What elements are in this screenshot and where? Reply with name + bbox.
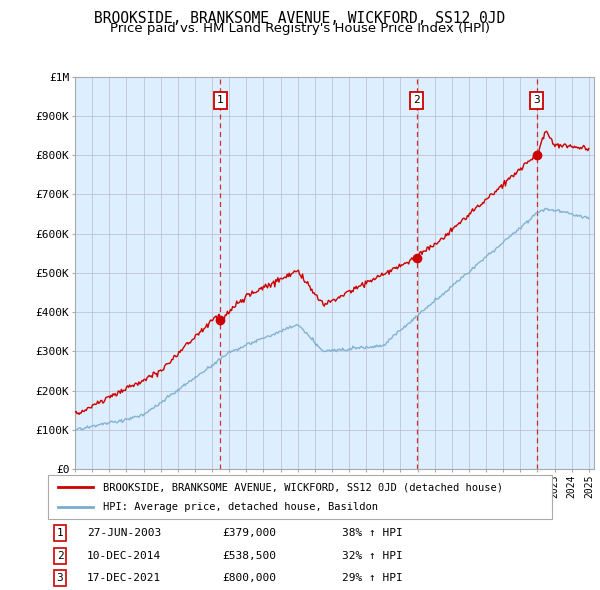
Text: 17-DEC-2021: 17-DEC-2021 [87,573,161,583]
Text: 10-DEC-2014: 10-DEC-2014 [87,551,161,560]
Text: 3: 3 [56,573,64,583]
Text: 38% ↑ HPI: 38% ↑ HPI [342,529,403,538]
Text: £538,500: £538,500 [222,551,276,560]
FancyBboxPatch shape [48,475,552,519]
Text: BROOKSIDE, BRANKSOME AVENUE, WICKFORD, SS12 0JD: BROOKSIDE, BRANKSOME AVENUE, WICKFORD, S… [94,11,506,25]
Text: 1: 1 [217,95,224,105]
Text: 2: 2 [413,95,420,105]
Text: 3: 3 [533,95,540,105]
Text: 1: 1 [56,529,64,538]
Text: 29% ↑ HPI: 29% ↑ HPI [342,573,403,583]
Text: 27-JUN-2003: 27-JUN-2003 [87,529,161,538]
Text: HPI: Average price, detached house, Basildon: HPI: Average price, detached house, Basi… [103,502,379,512]
Text: £379,000: £379,000 [222,529,276,538]
Text: 2: 2 [56,551,64,560]
Text: £800,000: £800,000 [222,573,276,583]
Text: 32% ↑ HPI: 32% ↑ HPI [342,551,403,560]
Text: Price paid vs. HM Land Registry's House Price Index (HPI): Price paid vs. HM Land Registry's House … [110,22,490,35]
Text: BROOKSIDE, BRANKSOME AVENUE, WICKFORD, SS12 0JD (detached house): BROOKSIDE, BRANKSOME AVENUE, WICKFORD, S… [103,483,503,492]
